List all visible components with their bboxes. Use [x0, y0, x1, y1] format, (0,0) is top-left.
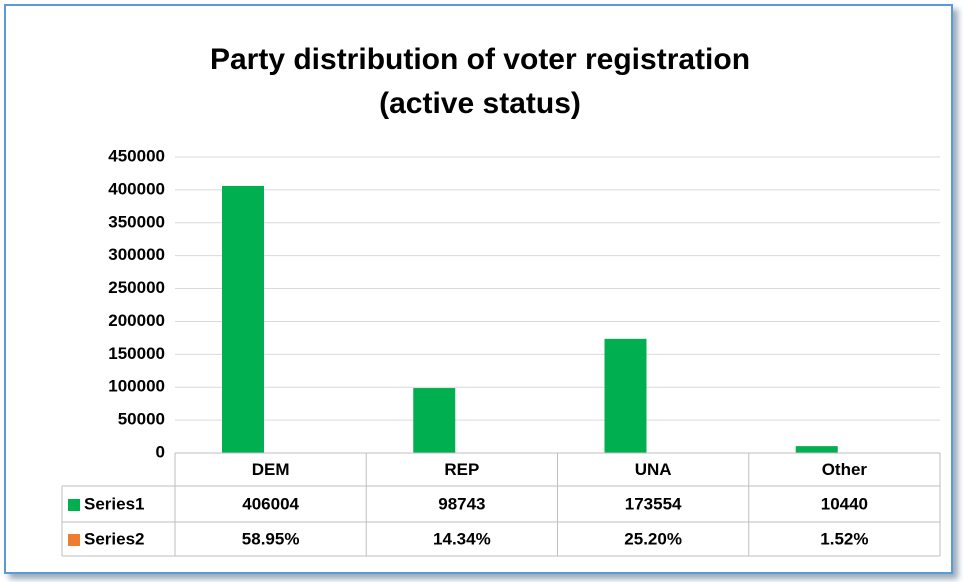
legend-swatch — [68, 534, 80, 546]
x-tick-label: Other — [822, 460, 868, 479]
data-table-cell: 406004 — [242, 494, 299, 513]
x-tick-label: UNA — [635, 460, 672, 479]
data-table-cell: 1.52% — [820, 529, 868, 548]
data-table-cell: 14.34% — [433, 529, 491, 548]
data-table-cell: 58.95% — [242, 529, 300, 548]
chart-title: Party distribution of voter registration… — [209, 43, 751, 120]
x-tick-label: REP — [444, 460, 479, 479]
y-tick-label: 450000 — [108, 146, 165, 165]
y-tick-label: 300000 — [108, 245, 165, 264]
data-table-cell: 25.20% — [624, 529, 682, 548]
y-tick-label: 400000 — [108, 179, 165, 198]
legend-swatch — [68, 499, 80, 511]
bar — [795, 446, 838, 453]
data-table-cell: 10440 — [821, 494, 868, 513]
legend-label: Series1 — [84, 494, 145, 513]
data-table-cell: 98743 — [438, 494, 485, 513]
bar — [413, 388, 456, 453]
bar — [222, 185, 264, 454]
x-tick-label: DEM — [252, 460, 290, 479]
y-tick-label: 150000 — [108, 344, 165, 363]
y-tick-label: 250000 — [108, 278, 165, 297]
y-tick-label: 100000 — [108, 377, 165, 396]
y-tick-label: 50000 — [118, 410, 165, 429]
y-tick-label: 0 — [156, 442, 165, 461]
data-table-cell: 173554 — [625, 494, 682, 513]
legend-label: Series2 — [84, 529, 145, 548]
y-tick-label: 350000 — [108, 212, 165, 231]
bar — [604, 338, 647, 453]
y-tick-label: 200000 — [108, 311, 165, 330]
